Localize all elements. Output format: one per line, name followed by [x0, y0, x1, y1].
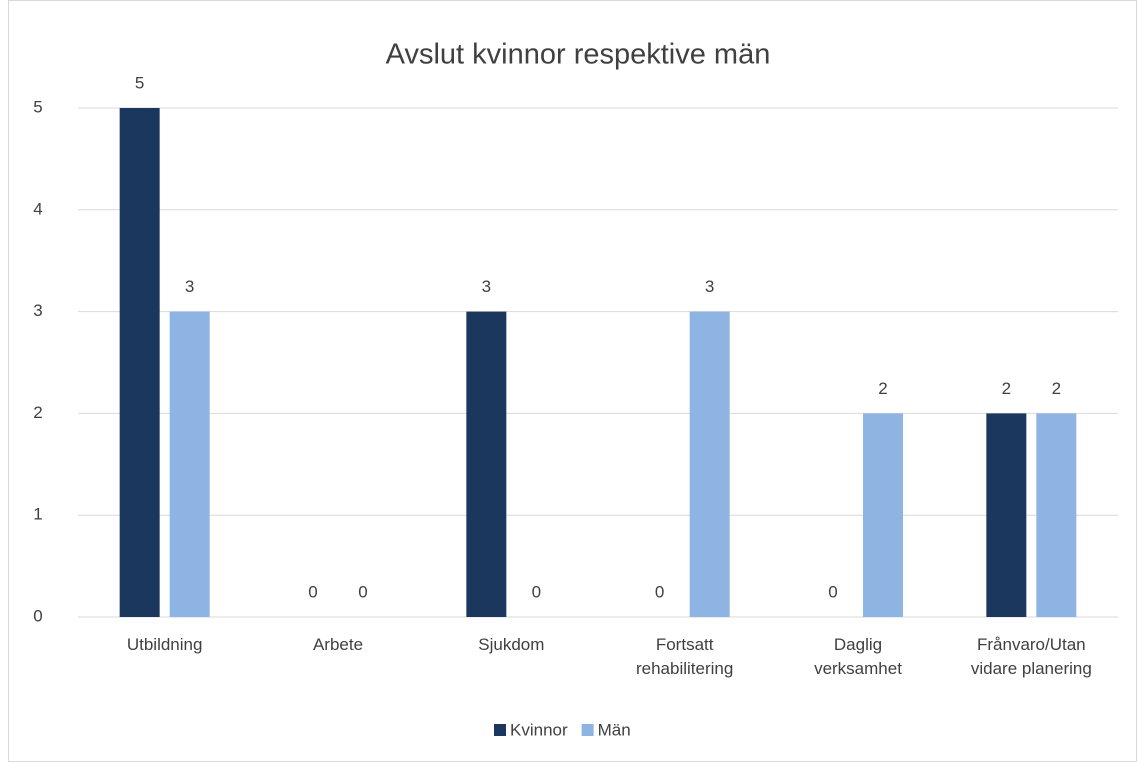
data-label: 2 — [1002, 379, 1011, 398]
data-label: 3 — [185, 277, 194, 296]
bar — [466, 311, 507, 617]
x-tick-label: Fortsatt rehabilitering — [635, 635, 734, 678]
y-tick-label: 5 — [33, 97, 42, 116]
chart-title: Avslut kvinnor respektive män — [386, 39, 771, 71]
bar — [986, 413, 1027, 617]
y-tick-label: 3 — [33, 301, 42, 320]
data-label: 0 — [358, 582, 367, 601]
data-label: 2 — [878, 379, 887, 398]
data-label: 3 — [705, 277, 714, 296]
data-label: 0 — [655, 582, 664, 601]
data-label: 5 — [135, 73, 144, 92]
bar — [1036, 413, 1077, 617]
legend-swatch — [494, 724, 506, 736]
y-tick-label: 1 — [33, 505, 42, 524]
x-tick-label: Utbildning — [126, 635, 203, 654]
data-label: 0 — [828, 582, 837, 601]
bar — [689, 311, 730, 617]
x-tick-label: Daglig verksamhet — [814, 635, 902, 678]
data-label: 0 — [308, 582, 317, 601]
data-label: 2 — [1052, 379, 1061, 398]
legend-label: Kvinnor — [510, 720, 568, 739]
bar — [863, 413, 903, 617]
x-tick-label: Arbete — [312, 635, 364, 654]
y-tick-label: 4 — [33, 199, 42, 218]
bar — [169, 311, 210, 617]
y-tick-label: 2 — [33, 403, 42, 422]
legend-swatch — [581, 724, 594, 736]
bar — [119, 108, 160, 617]
x-tick-label: Frånvaro/Utan vidare planering — [970, 635, 1092, 678]
data-label: 3 — [482, 277, 491, 296]
data-label: 0 — [532, 582, 541, 601]
x-tick-label: Sjukdom — [478, 635, 545, 654]
y-tick-label: 0 — [33, 606, 42, 625]
legend-label: Män — [598, 720, 631, 739]
